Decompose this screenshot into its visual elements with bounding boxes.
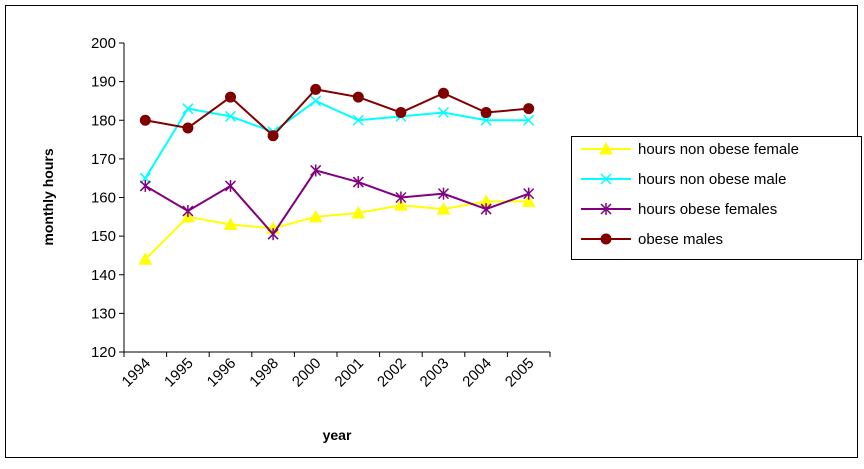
series-line (145, 88, 529, 138)
legend-marker (600, 203, 612, 215)
series-group (138, 83, 536, 265)
series-line (144, 169, 530, 236)
data-point (395, 191, 407, 204)
data-point (139, 114, 151, 126)
data-point (394, 198, 408, 211)
data-point (182, 103, 194, 115)
data-point (521, 194, 536, 207)
y-axis-title: monthly hours (40, 148, 56, 245)
y-tick-label: 140 (91, 267, 116, 284)
data-point (224, 179, 237, 192)
data-point (480, 114, 492, 126)
data-point (395, 107, 407, 119)
data-point (310, 164, 322, 177)
data-point (438, 87, 449, 99)
legend-label: hours non obese male (638, 171, 786, 188)
data-point (224, 110, 237, 122)
data-point (352, 176, 364, 189)
legend-item: obese males (581, 231, 723, 248)
data-point (480, 203, 492, 216)
data-point (310, 95, 322, 107)
data-point (310, 83, 322, 95)
series-line (144, 200, 529, 261)
data-point (351, 205, 366, 219)
legend-marker (600, 173, 612, 185)
series-3 (139, 83, 535, 142)
data-point (182, 122, 194, 134)
y-tick-label: 200 (91, 35, 116, 52)
legend-item: hours obese females (581, 201, 777, 218)
data-point (523, 114, 535, 126)
data-point (437, 106, 450, 119)
data-point (267, 130, 279, 142)
data-point (352, 114, 364, 126)
legend: hours non obese female hours non obese ma… (571, 136, 862, 260)
legend-marker (600, 233, 612, 245)
series-2 (139, 164, 535, 241)
data-point (138, 252, 153, 265)
legend-item: hours non obese male (581, 171, 786, 188)
y-tick-label: 130 (91, 305, 116, 322)
legend-item: hours non obese female (581, 141, 799, 158)
legend-label: hours non obese female (638, 141, 799, 158)
y-tick-label: 170 (91, 151, 116, 168)
data-point (523, 187, 535, 200)
data-point (225, 91, 236, 103)
y-tick-label: 120 (91, 344, 116, 361)
x-axis-title: year (323, 427, 352, 443)
data-point (308, 209, 323, 223)
y-tick-label: 180 (91, 112, 116, 129)
legend-label: obese males (638, 231, 723, 248)
data-point (182, 205, 194, 218)
data-point (437, 187, 450, 200)
data-point (267, 228, 279, 241)
y-tick-label: 190 (91, 74, 116, 91)
legend-marker (599, 141, 613, 155)
legend-label: hours obese females (638, 201, 777, 218)
y-tick-label: 150 (91, 228, 116, 245)
data-point (523, 103, 535, 115)
data-point (480, 107, 492, 119)
data-point (139, 179, 151, 192)
data-point (352, 91, 364, 103)
data-point (436, 202, 451, 215)
data-point (223, 217, 238, 231)
y-tick-label: 160 (91, 190, 116, 207)
